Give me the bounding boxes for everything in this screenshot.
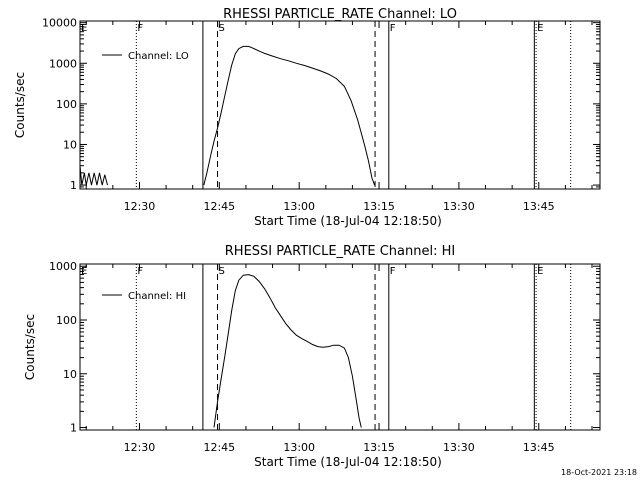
y-tick-label: 10000 xyxy=(42,17,77,30)
x-tick-label: 13:00 xyxy=(283,441,315,454)
y-tick-label: 100 xyxy=(56,314,77,327)
y-axis-label: Counts/sec xyxy=(13,72,27,138)
x-tick-label: 13:15 xyxy=(363,441,395,454)
plot-frame xyxy=(79,263,601,431)
y-tick-label: 1 xyxy=(70,422,77,435)
marker-label: S xyxy=(219,23,225,34)
x-tick-label: 13:30 xyxy=(443,441,475,454)
x-tick-label: 12:45 xyxy=(203,441,235,454)
legend-label: Channel: HI xyxy=(128,291,186,302)
y-tick-label: 100 xyxy=(56,98,77,111)
marker-label: E xyxy=(81,266,87,277)
marker-label: E xyxy=(81,23,87,34)
y-tick-label: 1 xyxy=(70,179,77,192)
marker-label: F xyxy=(137,23,143,34)
x-tick-label: 12:30 xyxy=(124,441,156,454)
x-tick-label: 13:30 xyxy=(443,200,475,213)
y-tick-label: 10 xyxy=(63,368,77,381)
series-line xyxy=(203,45,376,186)
x-tick-label: 13:45 xyxy=(523,441,555,454)
marker-label: F xyxy=(137,266,143,277)
x-tick-label: 12:30 xyxy=(124,200,156,213)
y-tick-label: 10 xyxy=(63,138,77,151)
x-axis-label: Start Time (18-Jul-04 12:18:50) xyxy=(254,455,442,469)
x-tick-label: 13:45 xyxy=(523,200,555,213)
series-line xyxy=(79,165,108,186)
chart-title: RHESSI PARTICLE_RATE Channel: LO xyxy=(223,7,457,22)
marker-label: E xyxy=(537,23,543,34)
marker-label: S xyxy=(219,266,225,277)
series-line xyxy=(213,274,362,428)
plot-frame xyxy=(79,20,601,190)
x-tick-label: 13:15 xyxy=(363,200,395,213)
y-tick-label: 1000 xyxy=(49,57,77,70)
y-axis-label: Counts/sec xyxy=(23,314,37,380)
x-tick-label: 13:00 xyxy=(283,200,315,213)
x-tick-label: 12:45 xyxy=(203,200,235,213)
chart-panel-0: RHESSI PARTICLE_RATE Channel: LO 12:30 12:… xyxy=(13,7,601,228)
page-footer: 18-Oct-2021 23:18 xyxy=(561,468,637,477)
y-tick-label: 1000 xyxy=(49,260,77,273)
chart-panel-1: RHESSI PARTICLE_RATE Channel: HI 12:30 12:… xyxy=(23,244,601,469)
chart-title: RHESSI PARTICLE_RATE Channel: HI xyxy=(225,244,455,259)
x-axis-label: Start Time (18-Jul-04 12:18:50) xyxy=(254,214,442,228)
legend-label: Channel: LO xyxy=(128,51,189,62)
marker-label: F xyxy=(390,266,396,277)
marker-label: E xyxy=(537,266,543,277)
marker-label: F xyxy=(390,23,396,34)
